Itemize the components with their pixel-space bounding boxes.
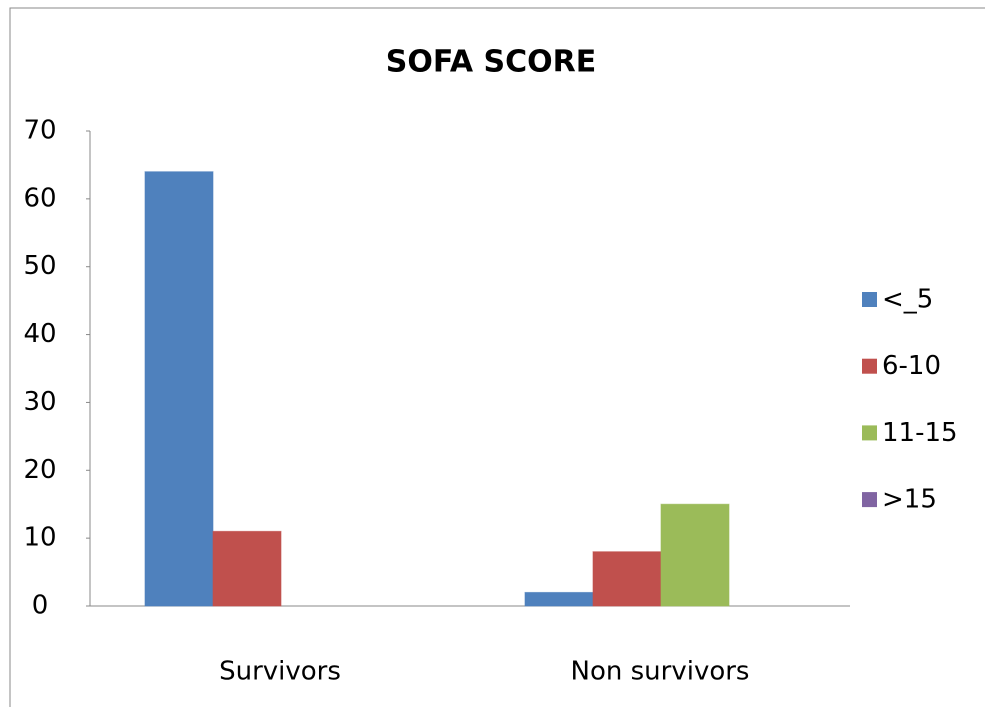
y-tick-label: 70 <box>23 116 56 146</box>
y-tick-label: 10 <box>23 523 56 553</box>
y-tick-label: 20 <box>23 455 56 485</box>
legend-label: >15 <box>882 485 937 515</box>
legend-swatch <box>862 292 877 307</box>
x-tick-label: Non survivors <box>571 657 750 687</box>
bar <box>212 530 282 607</box>
bar <box>524 591 594 607</box>
y-tick-label: 60 <box>23 183 56 213</box>
frame <box>9 7 985 707</box>
legend-swatch <box>862 492 877 508</box>
y-tick-label: 30 <box>23 387 56 417</box>
legend-swatch <box>862 425 877 441</box>
chart-title: SOFA SCORE <box>386 45 597 80</box>
legend-label: <_5 <box>882 285 933 315</box>
x-tick-label: Survivors <box>219 657 341 687</box>
y-tick-label: 40 <box>23 319 56 349</box>
bar <box>144 171 214 607</box>
legend-label: 11-15 <box>882 418 958 448</box>
legend-swatch <box>862 358 877 374</box>
y-tick-label: 0 <box>32 591 49 621</box>
bar <box>592 551 662 607</box>
bar <box>660 503 730 607</box>
legend-label: 6-10 <box>882 351 941 381</box>
y-tick-label: 50 <box>23 251 56 281</box>
